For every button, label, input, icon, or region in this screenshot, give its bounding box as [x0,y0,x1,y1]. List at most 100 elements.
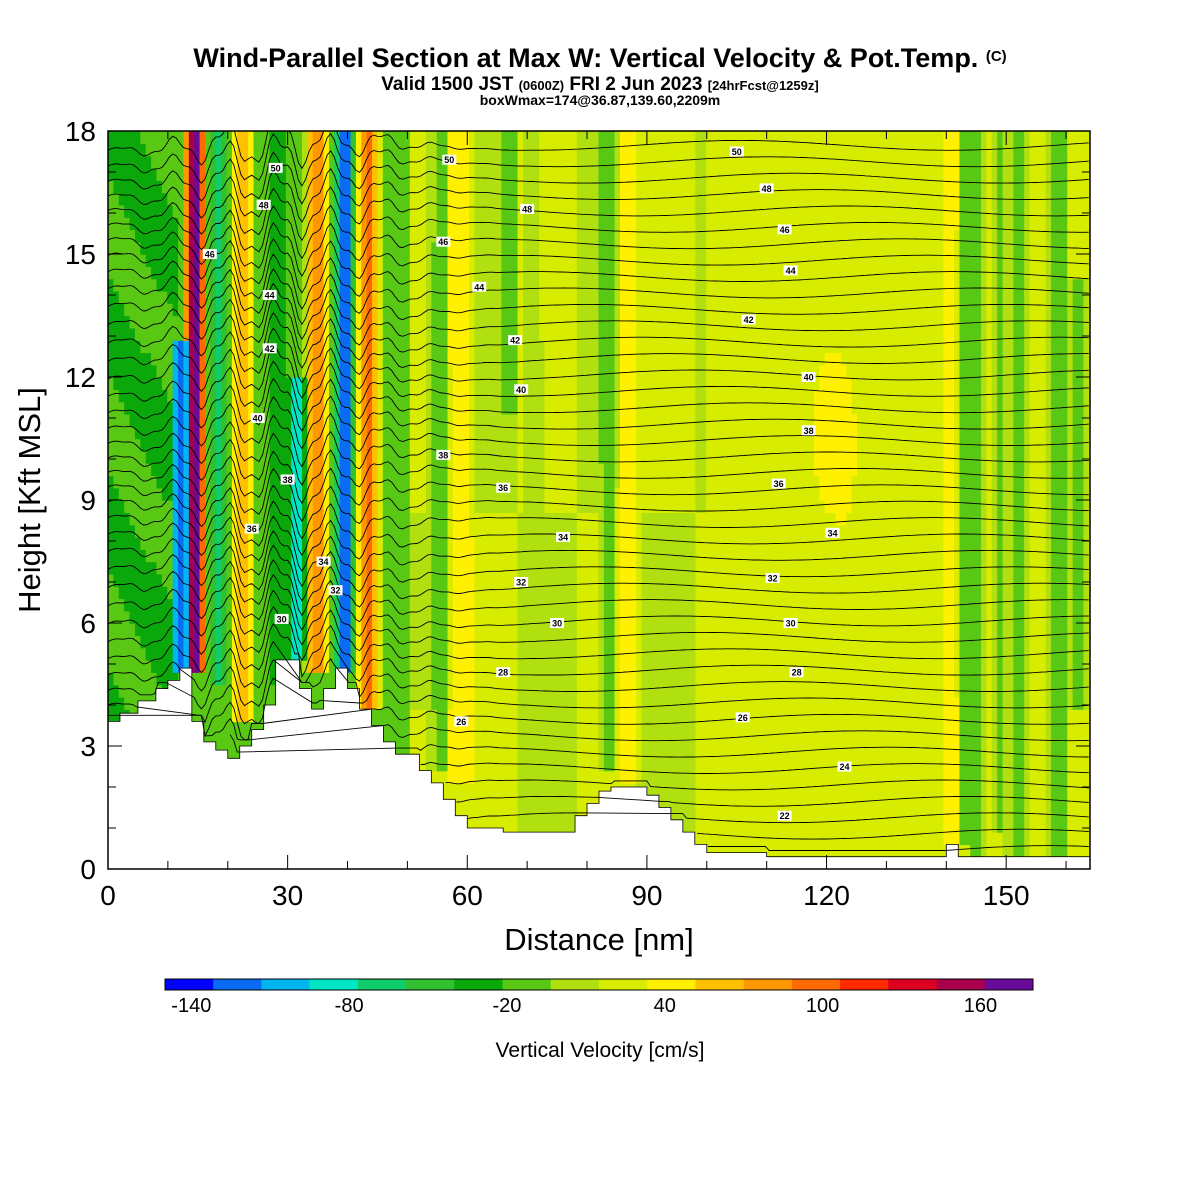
w-cell [178,475,185,489]
w-cell [129,364,136,378]
w-cell [409,180,416,194]
w-cell [161,536,168,550]
w-cell [226,167,233,181]
w-cell [129,131,136,144]
w-cell [469,659,476,673]
w-cell [399,721,406,735]
chart-subtitle-2: boxWmax=174@36.87,139.60,2209m [479,92,721,108]
w-cell [539,536,546,550]
w-cell [506,340,513,354]
w-cell [485,155,492,169]
w-cell [496,450,503,464]
w-cell [156,647,163,661]
w-cell [355,401,362,415]
w-cell [178,438,185,452]
w-cell [291,610,298,624]
w-cell [533,500,540,513]
w-cell [355,610,362,624]
w-cell [447,709,454,723]
w-cell [479,438,486,452]
w-cell [442,623,449,636]
w-cell [258,561,265,575]
w-cell [372,315,379,329]
w-cell [296,598,303,612]
w-cell [452,475,459,489]
w-cell [328,364,336,378]
w-cell [167,278,174,292]
w-cell [183,524,190,538]
w-cell [388,315,395,329]
w-cell [409,709,416,723]
w-cell [328,463,336,477]
w-cell [366,352,373,366]
w-cell [205,733,212,747]
w-cell [409,598,416,612]
w-cell [458,315,465,329]
w-cell [140,573,147,587]
w-cell [113,167,120,181]
w-cell [124,610,131,624]
w-cell [345,266,352,280]
w-cell [539,586,546,600]
w-cell [361,217,368,231]
w-cell [544,819,551,833]
w-cell [113,450,120,464]
w-cell [285,340,292,354]
w-cell [512,364,519,378]
w-cell [194,586,201,600]
w-cell [382,709,389,723]
w-cell [145,155,152,169]
w-cell [382,389,389,403]
w-cell [151,278,158,292]
w-cell [296,573,303,587]
w-cell [199,426,206,440]
w-cell [528,155,535,169]
w-cell [501,278,508,292]
w-cell [172,401,179,415]
w-cell [501,733,508,747]
w-cell [302,524,309,538]
w-cell [463,573,470,587]
w-cell [479,512,486,526]
w-cell [431,536,438,550]
w-cell [533,721,540,735]
w-cell [490,659,497,673]
w-cell [118,586,125,600]
w-cell [469,352,476,366]
w-cell [388,696,395,710]
w-cell [221,327,228,341]
w-cell [318,573,325,587]
w-cell [399,155,406,169]
w-cell [215,266,222,280]
w-cell [188,155,195,169]
w-cell [129,290,136,304]
w-cell [479,180,486,194]
w-cell [323,352,330,366]
w-cell [108,364,115,378]
w-cell [113,377,120,390]
w-cell [210,721,217,735]
w-cell [517,155,524,169]
w-cell [393,598,400,612]
w-cell [307,610,314,624]
w-cell [436,672,443,686]
w-cell [285,389,292,403]
w-cell [269,143,276,157]
w-cell [501,770,508,784]
w-cell [479,401,486,415]
w-cell [469,241,476,255]
w-cell [339,167,346,181]
w-cell [161,192,168,206]
w-cell [517,672,524,686]
w-cell [366,377,373,390]
w-cell [479,167,486,181]
w-cell [463,487,470,501]
w-cell [393,413,400,427]
w-cell [393,438,400,452]
w-cell [447,290,454,304]
w-cell [382,536,389,550]
w-cell [129,340,136,354]
w-cell [490,192,497,206]
w-cell [522,475,530,489]
w-cell [382,500,389,513]
